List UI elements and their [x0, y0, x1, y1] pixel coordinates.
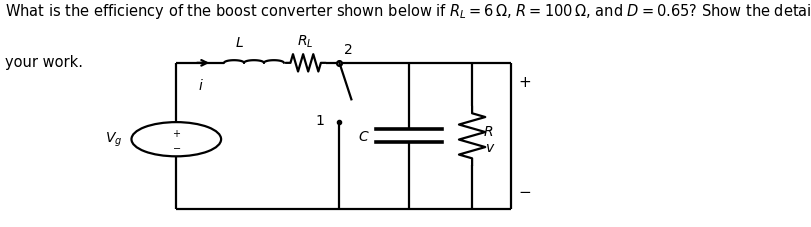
- Text: $R$: $R$: [483, 125, 492, 139]
- Text: your work.: your work.: [5, 54, 83, 69]
- Text: $L$: $L$: [234, 36, 243, 50]
- Text: $R_L$: $R_L$: [297, 34, 314, 50]
- Text: +: +: [172, 128, 180, 138]
- Text: $i$: $i$: [198, 77, 204, 92]
- Text: +: +: [517, 75, 530, 90]
- Text: $-$: $-$: [517, 183, 530, 197]
- Text: 1: 1: [315, 113, 324, 127]
- Text: $C$: $C$: [357, 129, 369, 143]
- Text: 2: 2: [344, 43, 353, 57]
- Text: What is the efficiency of the boost converter shown below if $R_L = 6\,\Omega$, : What is the efficiency of the boost conv…: [5, 2, 811, 21]
- Text: $v$: $v$: [485, 141, 495, 155]
- Text: $-$: $-$: [171, 141, 181, 151]
- Text: $V_g$: $V_g$: [105, 131, 122, 149]
